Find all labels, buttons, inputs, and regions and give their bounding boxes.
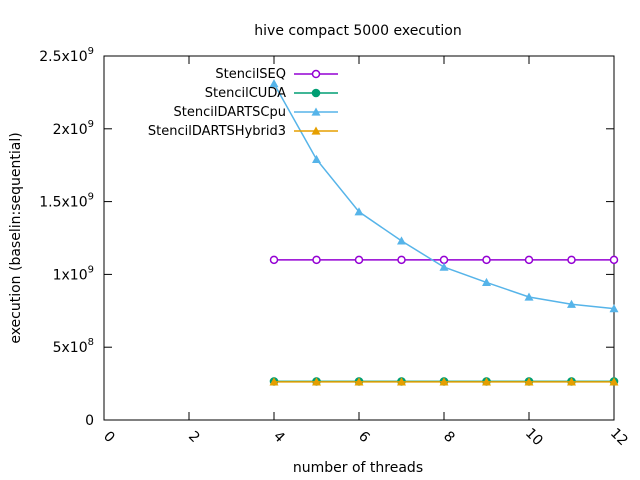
- x-tick-label: 10: [522, 425, 546, 449]
- data-point-stencildartscpu: [567, 299, 576, 308]
- data-point-stencilseq: [269, 255, 279, 265]
- legend-marker-stencilseq: [311, 69, 321, 79]
- data-point-stencildartshybrid3: [439, 377, 449, 386]
- data-point-stencilseq: [354, 255, 364, 265]
- legend-marker-stencildartscpu: [311, 107, 321, 116]
- series-stencilseq: [269, 255, 619, 265]
- legend: StencilSEQ StencilCUDA StencilDARTSCpu Sten…: [148, 67, 338, 139]
- y-tick-label: 5x108: [53, 337, 94, 356]
- data-point-stencildartshybrid3: [312, 377, 321, 386]
- x-tick-label: 12: [607, 425, 631, 449]
- data-point-stencilseq: [312, 255, 321, 265]
- data-point-stencildartshybrid3: [609, 377, 619, 386]
- data-point-stencildartscpu: [397, 236, 406, 245]
- legend-label-stencilseq: StencilSEQ: [215, 67, 286, 82]
- x-tick-label: 6: [355, 428, 373, 446]
- data-point-stencildartscpu: [312, 154, 321, 163]
- data-point-stencildartshybrid3: [524, 377, 534, 386]
- legend-marker-stencildartshybrid3: [311, 126, 321, 135]
- x-tick-label: 8: [440, 428, 458, 446]
- data-point-stencilseq: [397, 255, 406, 265]
- series-stencildartshybrid3: [269, 377, 619, 386]
- data-point-stencilseq: [482, 255, 491, 265]
- data-point-stencilseq: [439, 255, 449, 265]
- series-layer: [269, 79, 619, 386]
- data-point-stencilseq: [524, 255, 534, 265]
- y-tick-label: 1.5x109: [39, 192, 94, 211]
- data-point-stencildartshybrid3: [482, 377, 491, 386]
- data-point-stencildartscpu: [524, 292, 534, 301]
- y-tick-label: 2.5x109: [39, 46, 94, 65]
- data-point-stencilseq: [609, 255, 619, 265]
- y-axis-ticks: 0 5x108 1x109 1.5x109 2x109 2.5x109: [39, 46, 614, 429]
- chart-title: hive compact 5000 execution: [254, 23, 461, 39]
- y-tick-label: 2x109: [53, 119, 94, 138]
- x-tick-label: 4: [270, 428, 288, 446]
- y-tick-label: 0: [85, 413, 94, 429]
- data-point-stencildartscpu: [609, 304, 619, 313]
- x-tick-label: 2: [185, 428, 203, 446]
- series-line-stencildartscpu: [273, 83, 615, 310]
- data-point-stencildartshybrid3: [397, 377, 406, 386]
- legend-marker-stencilcuda: [311, 88, 321, 98]
- y-axis-label: execution (baselin:sequential): [8, 132, 24, 343]
- y-tick-label: 1x109: [53, 264, 94, 283]
- x-tick-label: 0: [100, 428, 118, 446]
- data-point-stencildartshybrid3: [567, 377, 576, 386]
- legend-label-stencildartshybrid3: StencilDARTSHybrid3: [148, 124, 286, 139]
- series-stencildartscpu: [269, 79, 619, 313]
- data-point-stencildartshybrid3: [354, 377, 364, 386]
- legend-label-stencilcuda: StencilCUDA: [205, 86, 286, 101]
- data-point-stencilseq: [567, 255, 576, 265]
- data-point-stencildartscpu: [354, 207, 364, 216]
- data-point-stencildartscpu: [439, 262, 449, 271]
- data-point-stencildartscpu: [482, 277, 491, 287]
- legend-label-stencildartscpu: StencilDARTSCpu: [174, 105, 286, 120]
- data-point-stencildartshybrid3: [269, 377, 279, 386]
- x-axis-label: number of threads: [293, 460, 423, 476]
- data-point-stencildartscpu: [269, 79, 279, 88]
